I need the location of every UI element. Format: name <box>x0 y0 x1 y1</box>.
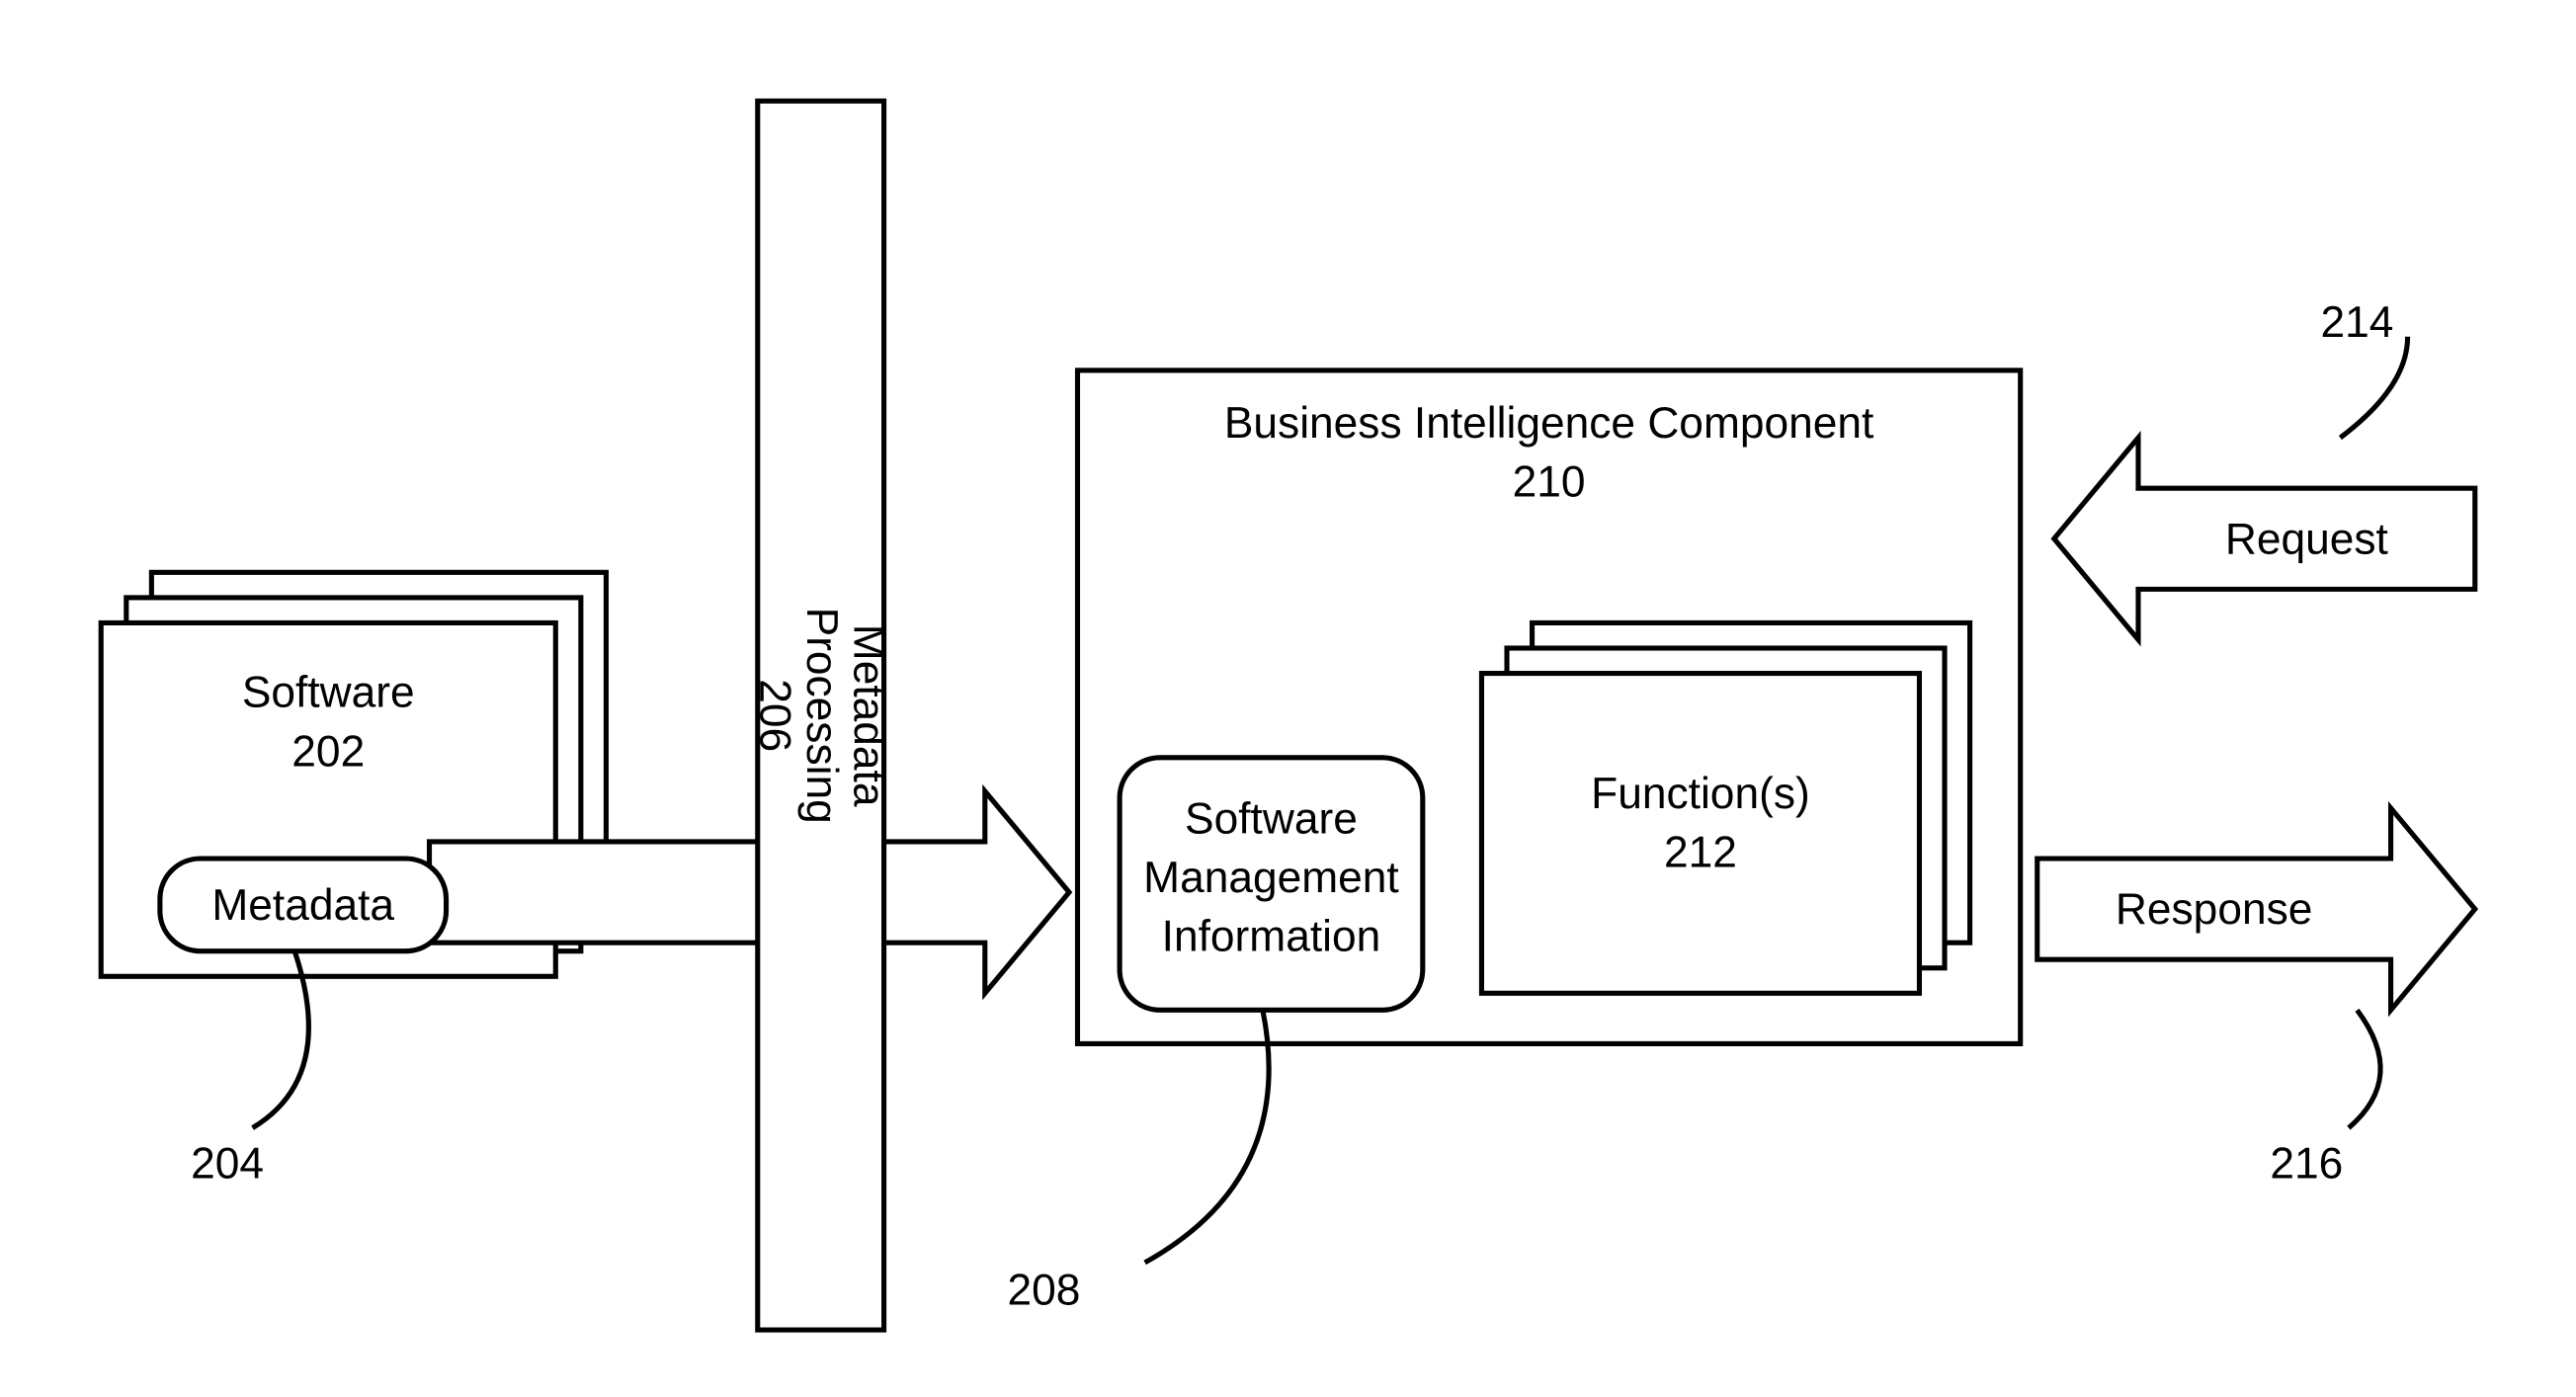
fn-label-2: 212 <box>1664 829 1737 877</box>
mp-label-1: Metadata <box>845 624 893 807</box>
callout-216-label: 216 <box>2270 1140 2343 1189</box>
metadata-box: Metadata <box>160 859 447 951</box>
fn-label-1: Function(s) <box>1591 770 1810 818</box>
request-label: Request <box>2225 515 2388 563</box>
software-label-1: Software <box>242 669 415 717</box>
callout-216-path <box>2349 1010 2380 1127</box>
metadata-processing-box: Metadata Processing 206 <box>750 101 892 1330</box>
response-arrow: Response <box>2037 808 2475 1010</box>
software-label-2: 202 <box>291 727 365 776</box>
functions-stack: Function(s) 212 <box>1481 622 1969 993</box>
callout-214-path <box>2340 337 2407 438</box>
bi-label-2: 210 <box>1513 458 1586 507</box>
request-arrow: Request <box>2054 438 2475 639</box>
mp-label-3: 206 <box>750 679 798 752</box>
smi-label-3: Information <box>1162 913 1381 961</box>
metadata-label: Metadata <box>211 881 394 930</box>
response-label: Response <box>2116 885 2312 934</box>
smi-label-2: Management <box>1143 854 1399 902</box>
callout-208-path <box>1145 1010 1269 1263</box>
smi-box: Software Management Information <box>1120 758 1423 1011</box>
diagram-canvas: Software 202 Metadata Metadata Processin… <box>0 0 2576 1397</box>
bi-label-1: Business Intelligence Component <box>1224 399 1873 448</box>
smi-label-1: Software <box>1185 794 1358 843</box>
callout-208-label: 208 <box>1007 1267 1080 1315</box>
mp-label-2: Processing <box>797 608 846 824</box>
callout-204-label: 204 <box>191 1140 264 1189</box>
callout-214-label: 214 <box>2321 298 2394 347</box>
